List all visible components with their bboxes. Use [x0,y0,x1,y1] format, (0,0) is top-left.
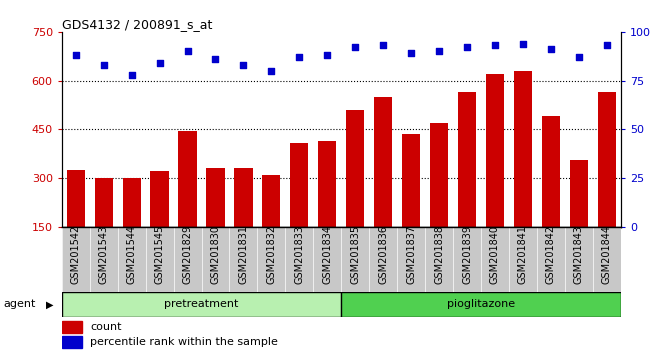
Bar [207,168,224,275]
Bar [62,321,82,333]
Point [462,45,473,50]
Text: ▶: ▶ [46,299,53,309]
Bar [235,168,252,275]
Point [574,55,584,60]
Bar [374,97,392,275]
Text: agent: agent [3,299,36,309]
Bar [514,71,532,275]
Point [434,48,445,54]
Point [238,62,248,68]
Bar [179,131,196,275]
Bar [151,171,168,275]
Point [490,43,501,48]
Bar [486,74,504,275]
Text: GDS4132 / 200891_s_at: GDS4132 / 200891_s_at [62,18,212,31]
Point [99,62,109,68]
Point [266,68,277,74]
Point [155,60,165,66]
Text: pioglitazone: pioglitazone [447,299,515,309]
Bar [402,134,420,275]
Point [126,72,137,78]
Point [211,56,221,62]
Bar [67,170,85,275]
Point [182,48,193,54]
Bar [62,292,341,317]
Point [70,52,81,58]
Bar [263,175,280,275]
Bar [430,123,448,275]
Bar [598,92,616,275]
Bar [95,178,112,275]
Text: pretreatment: pretreatment [164,299,239,309]
Bar [341,292,621,317]
Point [602,43,612,48]
Text: percentile rank within the sample: percentile rank within the sample [90,337,278,348]
Bar [62,336,82,348]
Point [518,41,528,46]
Bar [291,143,308,275]
Bar [570,160,588,275]
Bar [346,110,364,275]
Bar [123,178,140,275]
Point [350,45,360,50]
Point [378,43,389,48]
Point [406,51,416,56]
Bar [542,116,560,275]
Point [546,47,556,52]
Text: count: count [90,322,122,332]
Point [322,52,332,58]
Bar [318,141,336,275]
Bar [458,92,476,275]
Point [294,55,305,60]
